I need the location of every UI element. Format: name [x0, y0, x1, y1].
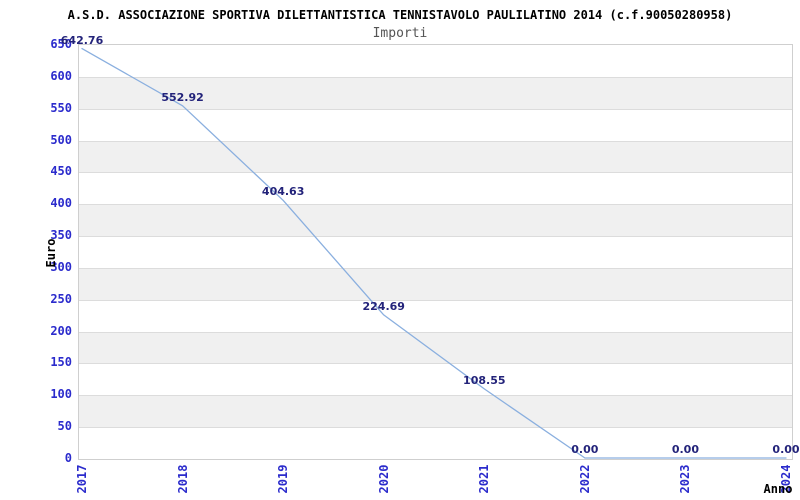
plot-band	[79, 172, 792, 205]
chart-title: A.S.D. ASSOCIAZIONE SPORTIVA DILETTANTIS…	[67, 8, 733, 22]
y-axis-title: Euro	[44, 238, 58, 268]
y-tick-label: 150	[50, 355, 72, 370]
x-tick-label: 2017	[75, 464, 89, 494]
data-label: 552.92	[161, 90, 204, 104]
plot-band	[79, 299, 792, 333]
data-label: 224.69	[362, 299, 405, 313]
plot-band	[79, 236, 792, 269]
plot-band	[79, 395, 792, 429]
data-label: 0.00	[571, 443, 599, 456]
y-tick-label: 0	[64, 451, 72, 465]
y-tick-label: 550	[50, 100, 72, 115]
plot-band	[79, 363, 792, 396]
x-tick-label: 2022	[577, 464, 592, 494]
x-axis-title: Anno	[763, 482, 793, 496]
x-tick-label: 2020	[376, 464, 391, 494]
x-tick-label: 2019	[276, 464, 291, 494]
x-tick-label: 2023	[678, 464, 693, 494]
plot-area	[78, 44, 793, 460]
y-tick-label: 100	[50, 387, 72, 402]
y-tick-label: 500	[50, 132, 72, 147]
plot-band	[79, 204, 792, 238]
plot-band	[79, 267, 792, 301]
plot-band	[79, 140, 792, 174]
y-tick-label: 50	[57, 419, 72, 434]
plot-band	[79, 45, 792, 77]
data-label: 0.00	[671, 443, 699, 456]
plot-band	[79, 108, 792, 142]
data-label: 108.55	[463, 373, 506, 387]
x-tick-label: 2021	[477, 464, 492, 494]
x-tick-label: 2018	[175, 464, 190, 494]
data-label: 642.76	[60, 33, 104, 47]
y-tick-label: 450	[50, 164, 72, 179]
y-tick-label: 600	[50, 68, 72, 83]
y-tick-label: 650	[50, 37, 72, 51]
data-label: 404.63	[261, 185, 305, 199]
y-tick-label: 250	[50, 291, 72, 306]
y-tick-label: 300	[50, 259, 72, 274]
y-tick-label: 350	[50, 228, 72, 243]
data-label: 0.00	[772, 443, 800, 456]
y-tick-label: 200	[50, 323, 72, 338]
plot-band	[79, 331, 792, 365]
y-tick-label: 400	[50, 196, 72, 211]
chart-subtitle: Importi	[372, 26, 428, 41]
